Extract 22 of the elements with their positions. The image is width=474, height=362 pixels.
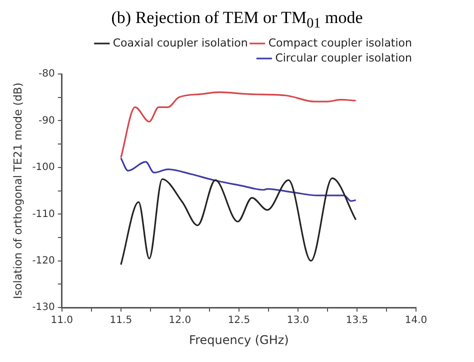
line-series bbox=[120, 178, 357, 266]
legend-label: Coaxial coupler isolation bbox=[112, 36, 248, 50]
x-tick-label: 12.0 bbox=[168, 316, 192, 327]
y-tick-label: -130 bbox=[32, 302, 55, 314]
legend-label: Compact coupler isolation bbox=[268, 36, 412, 50]
y-tick-label: -80 bbox=[38, 68, 55, 80]
y-tick-label: -120 bbox=[32, 256, 55, 267]
y-tick-label: -110 bbox=[32, 209, 55, 220]
y-tick-label: -100 bbox=[32, 162, 55, 174]
legend-label: Circular coupler isolation bbox=[275, 52, 412, 65]
x-tick-label: 11.0 bbox=[50, 316, 74, 327]
chart-title: (b) Rejection of TEM or TM$_{01}$ mode bbox=[110, 8, 364, 32]
y-tick-label: -90 bbox=[38, 116, 55, 127]
x-tick-label: 11.5 bbox=[110, 316, 132, 327]
line-series bbox=[120, 92, 357, 159]
x-tick-label: 14.0 bbox=[404, 316, 428, 327]
x-tick-label: 13.0 bbox=[286, 316, 310, 327]
y-axis-title: Isolation of orthogonal TE21 mode (dB) bbox=[11, 82, 24, 300]
x-tick-label: 12.5 bbox=[228, 316, 250, 327]
x-tick-label: 13.5 bbox=[346, 316, 368, 327]
line-series bbox=[120, 158, 357, 202]
x-axis-title: Frequency (GHz) bbox=[189, 333, 289, 348]
